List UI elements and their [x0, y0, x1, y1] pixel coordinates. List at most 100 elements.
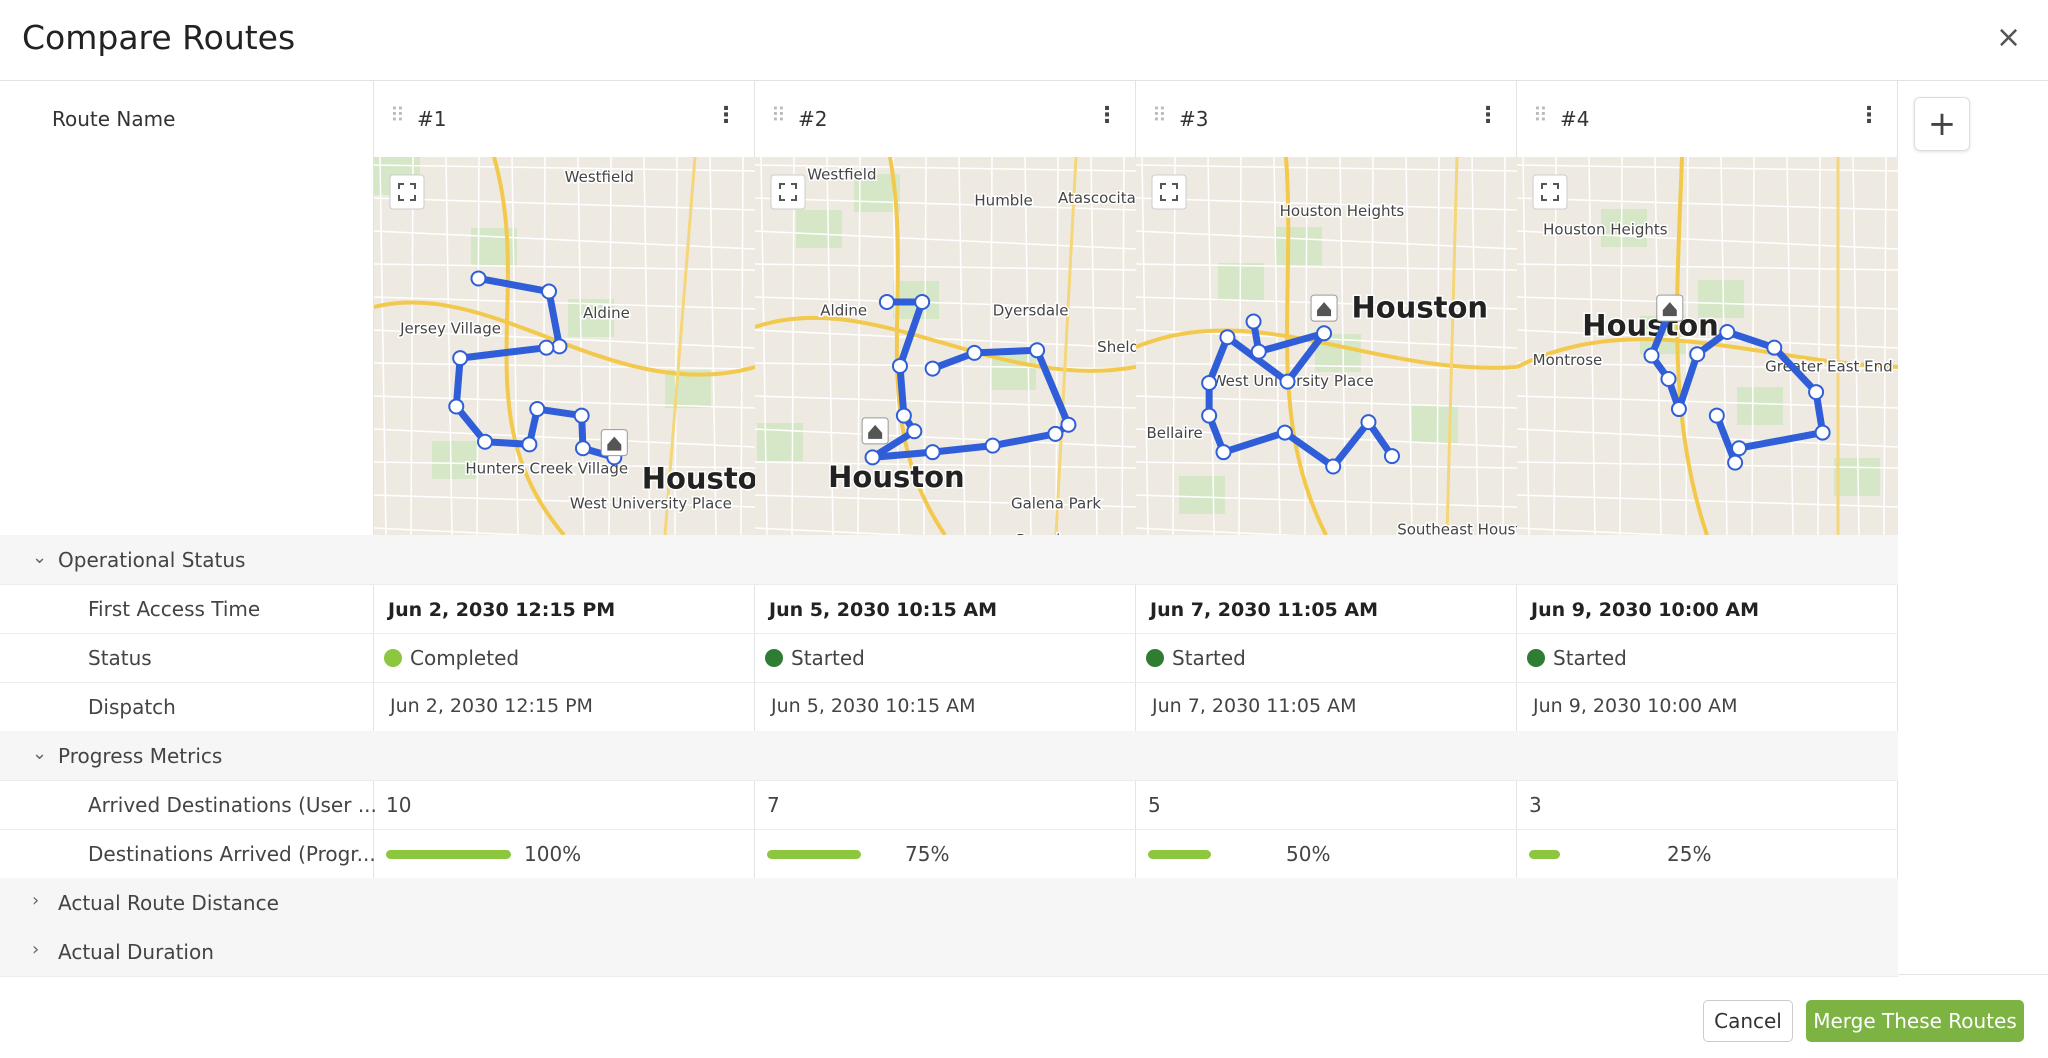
park-area	[796, 210, 842, 248]
route-name: #2	[798, 107, 828, 131]
street	[1136, 527, 1301, 535]
row-label: First Access Time	[88, 597, 261, 621]
map-place-label: Dyersdale	[993, 301, 1069, 319]
route-map[interactable]: Westfield Humble Atascocita Aldine Dyersdale…	[755, 157, 1136, 535]
stop-marker	[1316, 325, 1333, 342]
fullscreen-button	[1532, 174, 1568, 210]
stop-marker	[1219, 329, 1236, 346]
stop-marker	[891, 357, 908, 374]
highway	[663, 157, 697, 535]
street	[1517, 230, 1898, 250]
status-dot	[384, 649, 402, 667]
depot-icon	[1317, 302, 1332, 317]
fullscreen-icon	[398, 183, 416, 201]
street	[826, 157, 834, 535]
row-header: Route Name	[52, 107, 176, 131]
arrived-count: 7	[767, 793, 780, 817]
park-area	[1698, 280, 1744, 318]
street	[1370, 157, 1374, 535]
arrived-count: 3	[1529, 793, 1542, 817]
street	[923, 157, 927, 535]
fullscreen-icon	[1541, 183, 1559, 201]
close-button[interactable]: ×	[1996, 20, 2022, 55]
map-place-label: Houston Heights	[1543, 220, 1668, 238]
stop-marker	[1060, 416, 1077, 433]
street	[374, 428, 755, 448]
street	[1517, 164, 1898, 172]
street	[1588, 157, 1596, 535]
stop-marker	[574, 440, 591, 457]
dispatch-time: Jun 2, 2030 12:15 PM	[390, 695, 593, 717]
arrived-count: 5	[1148, 793, 1161, 817]
stop-marker	[1201, 407, 1218, 424]
section-title: Operational Status	[58, 548, 246, 572]
stop-marker	[1360, 414, 1377, 431]
highway	[1675, 157, 1709, 535]
map-place-label: Westfield	[807, 165, 876, 183]
street	[1517, 428, 1898, 448]
street	[1502, 157, 1506, 535]
highway	[1054, 157, 1078, 535]
row-divider	[0, 584, 1898, 585]
route-map[interactable]: Westfield Aldine Jersey Village Hunters Cre…	[374, 157, 755, 535]
street	[1136, 428, 1517, 448]
map-city-label: Houston	[1582, 309, 1719, 343]
stop-marker	[924, 444, 941, 461]
street	[755, 428, 1136, 448]
drag-handle: ⠿	[1152, 103, 1167, 127]
park-area	[1179, 476, 1225, 514]
arrived-count: 10	[386, 793, 412, 817]
street	[1090, 157, 1098, 535]
stop-marker	[1808, 384, 1825, 401]
first-access-time: Jun 9, 2030 10:00 AM	[1531, 599, 1759, 621]
street	[374, 263, 755, 271]
stop-marker	[529, 401, 546, 418]
map-place-label: Humble	[974, 192, 1032, 210]
street	[1304, 157, 1308, 535]
street	[1517, 329, 1898, 349]
highway	[1445, 157, 1459, 535]
progress-label: 25%	[1667, 842, 1712, 866]
depot-icon	[868, 424, 883, 439]
stop-marker	[1047, 425, 1064, 442]
street	[1055, 157, 1059, 535]
stop-marker	[1250, 343, 1267, 360]
column-menu: ⋮	[715, 103, 737, 128]
street	[445, 157, 453, 535]
stop-marker	[541, 283, 558, 300]
stop-marker	[1029, 342, 1046, 359]
street	[1136, 197, 1517, 211]
status-text: Started	[1553, 646, 1627, 670]
dispatch-time: Jun 9, 2030 10:00 AM	[1533, 695, 1738, 717]
street	[1207, 157, 1215, 535]
progress-bar	[767, 850, 861, 859]
street	[755, 263, 1136, 271]
street	[1553, 157, 1557, 535]
street	[1121, 157, 1125, 535]
stop-marker	[1201, 374, 1218, 391]
cancel-button[interactable]: Cancel	[1703, 1000, 1793, 1042]
street	[1136, 494, 1517, 508]
stop-marker	[878, 293, 895, 310]
row-divider	[0, 976, 1898, 977]
fullscreen-icon	[779, 183, 797, 201]
stop-marker	[1708, 407, 1725, 424]
street	[755, 494, 1136, 508]
stop-marker	[452, 350, 469, 367]
fullscreen-icon	[1160, 183, 1178, 201]
street	[577, 157, 585, 535]
map-place-label: Atascocita	[1058, 189, 1136, 207]
merge-button[interactable]: Merge These Routes	[1806, 1000, 2024, 1042]
section-toggle: ⌄	[32, 547, 48, 568]
section-title: Actual Route Distance	[58, 891, 279, 915]
street	[1517, 197, 1898, 211]
street	[709, 157, 717, 535]
status-dot	[1146, 649, 1164, 667]
section-toggle: ›	[32, 939, 40, 960]
street	[374, 164, 755, 172]
section-row	[0, 927, 1898, 976]
highway	[755, 315, 1136, 373]
street	[1522, 157, 1530, 535]
